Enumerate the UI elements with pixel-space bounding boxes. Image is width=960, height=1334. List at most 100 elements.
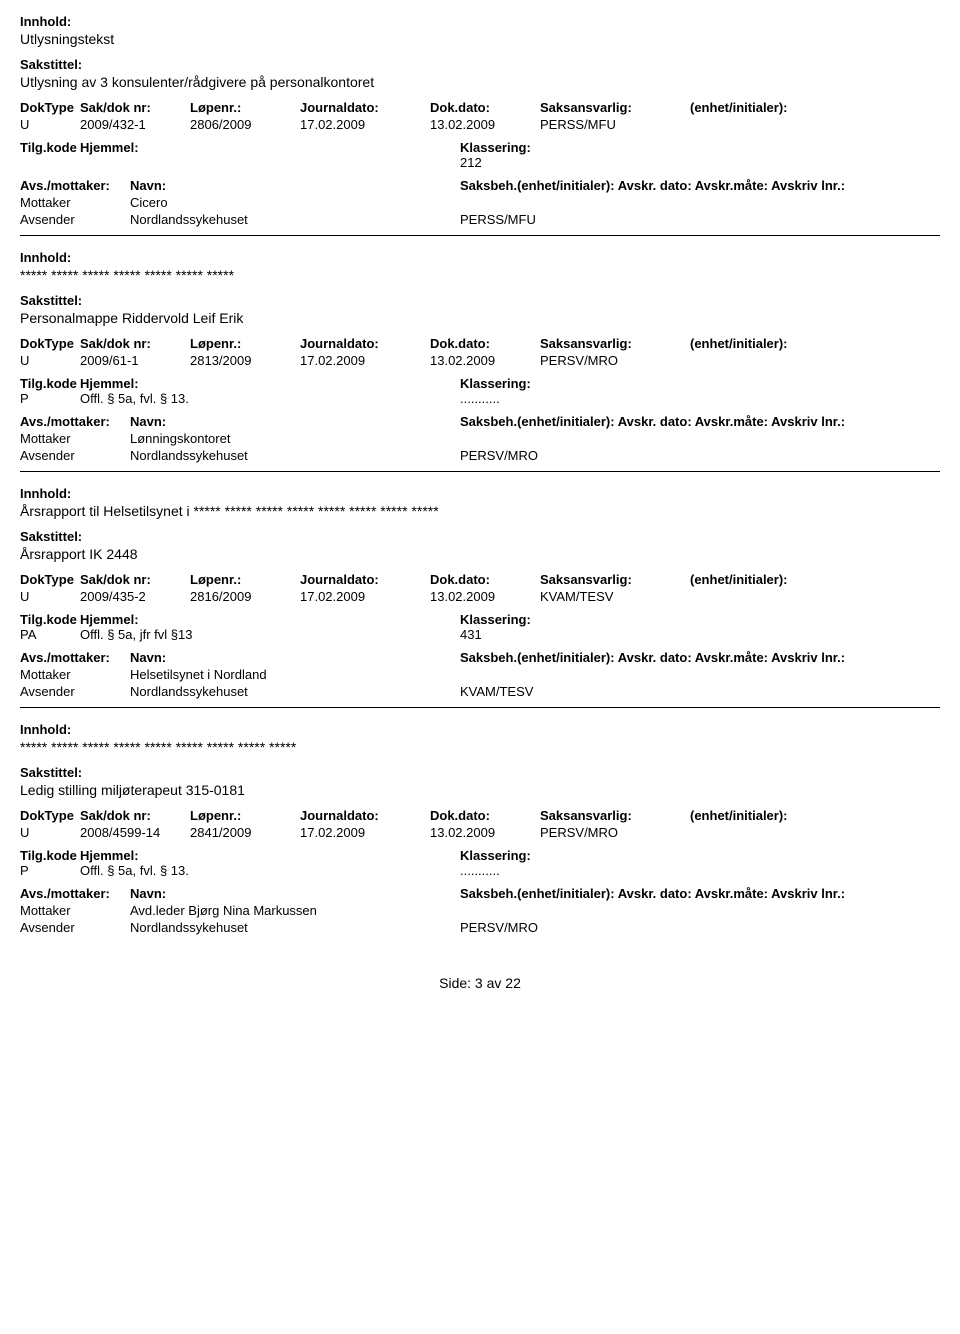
val-enhet [690,353,840,368]
navn-label: Navn: [130,886,460,901]
party-role: Mottaker [20,903,130,918]
saksbeh-label: Saksbeh.(enhet/initialer): Avskr. dato: … [460,414,940,429]
col-sakdok: Sak/dok nr: [80,572,190,587]
tilgkode-value [20,155,80,170]
val-sakdok: 2009/61-1 [80,353,190,368]
col-saksansvarlig: Saksansvarlig: [540,100,690,115]
party-role: Mottaker [20,431,130,446]
party-name: Lønningskontoret [130,431,460,446]
col-enhet: (enhet/initialer): [690,808,840,823]
val-lopenr: 2816/2009 [190,589,300,604]
journal-record: Innhold: ***** ***** ***** ***** ***** *… [20,250,940,463]
col-dokdato: Dok.dato: [430,808,540,823]
col-sakdok: Sak/dok nr: [80,100,190,115]
party-role: Avsender [20,920,130,935]
val-journaldato: 17.02.2009 [300,589,430,604]
col-sakdok: Sak/dok nr: [80,336,190,351]
party-unit: PERSS/MFU [460,212,660,227]
innhold-label: Innhold: [20,486,940,501]
party-role: Avsender [20,684,130,699]
journal-record: Innhold: Årsrapport til Helsetilsynet i … [20,486,940,699]
party-unit [460,431,660,446]
col-doktype: DokType [20,572,80,587]
sakstittel-label: Sakstittel: [20,293,940,308]
hjemmel-value: Offl. § 5a, jfr fvl §13 [80,627,460,642]
klassering-value: 431 [460,627,660,642]
col-lopenr: Løpenr.: [190,100,300,115]
innhold-value: ***** ***** ***** ***** ***** ***** ****… [20,739,940,755]
val-doktype: U [20,825,80,840]
navn-label: Navn: [130,650,460,665]
party-unit: PERSV/MRO [460,448,660,463]
val-doktype: U [20,117,80,132]
col-saksansvarlig: Saksansvarlig: [540,572,690,587]
tilgkode-label: Tilg.kode [20,848,80,863]
tilgkode-value: P [20,863,80,878]
hjemmel-label: Hjemmel: [80,848,460,863]
hjemmel-label: Hjemmel: [80,376,460,391]
col-doktype: DokType [20,336,80,351]
innhold-value: Årsrapport til Helsetilsynet i ***** ***… [20,503,940,519]
record-separator [20,471,940,472]
saksbeh-label: Saksbeh.(enhet/initialer): Avskr. dato: … [460,178,940,193]
val-saksansvarlig: PERSV/MRO [540,353,690,368]
sakstittel-value: Ledig stilling miljøterapeut 315-0181 [20,782,940,798]
hjemmel-value [80,155,460,170]
col-dokdato: Dok.dato: [430,572,540,587]
sakstittel-value: Årsrapport IK 2448 [20,546,940,562]
val-lopenr: 2841/2009 [190,825,300,840]
sakstittel-label: Sakstittel: [20,529,940,544]
party-name: Nordlandssykehuset [130,920,460,935]
party-name: Nordlandssykehuset [130,448,460,463]
klassering-value: ........... [460,863,660,878]
col-enhet: (enhet/initialer): [690,572,840,587]
hjemmel-label: Hjemmel: [80,612,460,627]
record-separator [20,235,940,236]
journal-record: Innhold: Utlysningstekst Sakstittel: Utl… [20,14,940,227]
journal-record: Innhold: ***** ***** ***** ***** ***** *… [20,722,940,935]
party-unit: PERSV/MRO [460,920,660,935]
col-dokdato: Dok.dato: [430,100,540,115]
val-dokdato: 13.02.2009 [430,589,540,604]
val-sakdok: 2009/435-2 [80,589,190,604]
col-doktype: DokType [20,808,80,823]
col-saksansvarlig: Saksansvarlig: [540,336,690,351]
val-doktype: U [20,353,80,368]
val-lopenr: 2806/2009 [190,117,300,132]
val-saksansvarlig: KVAM/TESV [540,589,690,604]
val-dokdato: 13.02.2009 [430,117,540,132]
party-role: Mottaker [20,667,130,682]
klassering-label: Klassering: [460,376,660,391]
val-dokdato: 13.02.2009 [430,353,540,368]
sakstittel-value: Personalmappe Riddervold Leif Erik [20,310,940,326]
val-enhet [690,825,840,840]
party-name: Helsetilsynet i Nordland [130,667,460,682]
party-name: Avd.leder Bjørg Nina Markussen [130,903,460,918]
innhold-label: Innhold: [20,14,940,29]
col-lopenr: Løpenr.: [190,572,300,587]
klassering-value: ........... [460,391,660,406]
val-journaldato: 17.02.2009 [300,117,430,132]
val-saksansvarlig: PERSV/MRO [540,825,690,840]
party-unit [460,903,660,918]
klassering-label: Klassering: [460,848,660,863]
avsmottaker-label: Avs./mottaker: [20,414,130,429]
innhold-value: ***** ***** ***** ***** ***** ***** ****… [20,267,940,283]
party-unit [460,667,660,682]
innhold-label: Innhold: [20,722,940,737]
tilgkode-value: P [20,391,80,406]
hjemmel-label: Hjemmel: [80,140,460,155]
innhold-label: Innhold: [20,250,940,265]
tilgkode-value: PA [20,627,80,642]
col-enhet: (enhet/initialer): [690,100,840,115]
klassering-label: Klassering: [460,612,660,627]
hjemmel-value: Offl. § 5a, fvl. § 13. [80,863,460,878]
col-sakdok: Sak/dok nr: [80,808,190,823]
val-doktype: U [20,589,80,604]
val-lopenr: 2813/2009 [190,353,300,368]
val-sakdok: 2008/4599-14 [80,825,190,840]
sakstittel-label: Sakstittel: [20,57,940,72]
col-doktype: DokType [20,100,80,115]
record-separator [20,707,940,708]
party-unit [460,195,660,210]
